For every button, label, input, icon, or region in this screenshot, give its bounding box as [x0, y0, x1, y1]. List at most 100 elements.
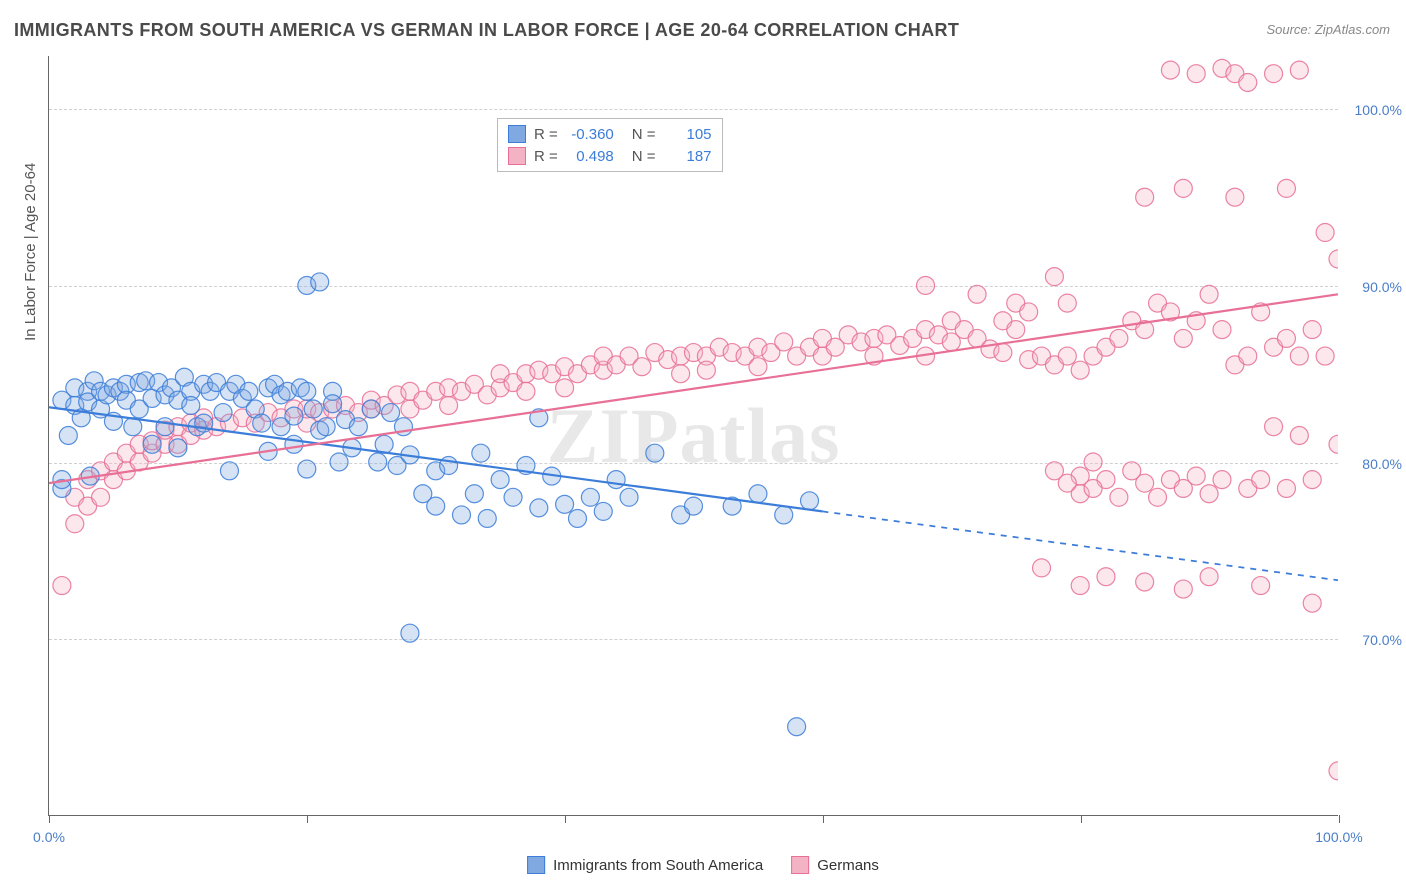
data-point — [1303, 321, 1321, 339]
data-point — [1110, 329, 1128, 347]
data-point — [1316, 224, 1334, 242]
legend-swatch — [791, 856, 809, 874]
data-point — [917, 276, 935, 294]
data-point — [285, 435, 303, 453]
data-point — [1110, 488, 1128, 506]
data-point — [240, 382, 258, 400]
data-point — [1200, 285, 1218, 303]
data-point — [788, 718, 806, 736]
x-tick — [307, 815, 308, 823]
data-point — [1084, 453, 1102, 471]
data-point — [697, 361, 715, 379]
x-tick — [1081, 815, 1082, 823]
data-point — [298, 382, 316, 400]
data-point — [478, 509, 496, 527]
legend-n-value: 105 — [664, 126, 712, 143]
data-point — [214, 404, 232, 422]
data-point — [1226, 188, 1244, 206]
data-point — [324, 395, 342, 413]
data-point — [1329, 435, 1338, 453]
data-point — [1277, 329, 1295, 347]
data-point — [143, 435, 161, 453]
plot-area: ZIPatlas 70.0%80.0%90.0%100.0% 0.0%100.0… — [48, 56, 1338, 816]
data-point — [182, 397, 200, 415]
data-point — [1174, 580, 1192, 598]
data-point — [1058, 294, 1076, 312]
data-point — [253, 414, 271, 432]
data-point — [633, 358, 651, 376]
data-point — [440, 397, 458, 415]
data-point — [1316, 347, 1334, 365]
y-tick-label: 70.0% — [1362, 632, 1402, 648]
data-point — [1007, 321, 1025, 339]
data-point — [685, 497, 703, 515]
data-point — [556, 495, 574, 513]
data-point — [775, 333, 793, 351]
data-point — [1329, 250, 1338, 268]
data-point — [530, 499, 548, 517]
data-point — [1252, 577, 1270, 595]
data-point — [156, 418, 174, 436]
data-point — [1213, 471, 1231, 489]
data-point — [317, 418, 335, 436]
data-point — [59, 427, 77, 445]
data-point — [66, 515, 84, 533]
data-point — [1329, 762, 1338, 780]
data-point — [1252, 471, 1270, 489]
data-point — [1058, 474, 1076, 492]
x-tick-label: 0.0% — [33, 829, 65, 845]
data-point — [1058, 347, 1076, 365]
data-point — [672, 365, 690, 383]
data-point — [1174, 179, 1192, 197]
data-point — [298, 460, 316, 478]
data-point — [169, 439, 187, 457]
x-tick — [823, 815, 824, 823]
data-point — [646, 444, 664, 462]
data-point — [1020, 303, 1038, 321]
data-point — [1213, 321, 1231, 339]
data-point — [1290, 427, 1308, 445]
data-point — [1239, 73, 1257, 91]
y-axis-label: In Labor Force | Age 20-64 — [22, 163, 39, 341]
legend-swatch — [508, 147, 526, 165]
data-point — [581, 488, 599, 506]
legend-item: Immigrants from South America — [527, 856, 763, 874]
data-point — [1290, 61, 1308, 79]
data-point — [1161, 61, 1179, 79]
data-point — [220, 462, 238, 480]
y-tick-label: 100.0% — [1355, 102, 1402, 118]
data-point — [968, 285, 986, 303]
data-point — [1071, 361, 1089, 379]
data-point — [1084, 479, 1102, 497]
data-point — [1071, 577, 1089, 595]
data-point — [994, 344, 1012, 362]
data-point — [427, 497, 445, 515]
data-point — [749, 485, 767, 503]
data-point — [1136, 188, 1154, 206]
trend-line — [49, 407, 822, 511]
data-point — [1303, 594, 1321, 612]
data-point — [304, 400, 322, 418]
trend-line-extrapolated — [822, 511, 1338, 580]
y-tick-label: 80.0% — [1362, 456, 1402, 472]
legend-row: R =0.498N =187 — [508, 145, 712, 167]
data-point — [465, 485, 483, 503]
data-point — [349, 418, 367, 436]
data-point — [1033, 559, 1051, 577]
legend-label: Germans — [817, 857, 879, 874]
legend-n-value: 187 — [664, 148, 712, 165]
data-point — [568, 509, 586, 527]
data-point — [1290, 347, 1308, 365]
data-point — [1187, 467, 1205, 485]
data-point — [92, 488, 110, 506]
data-point — [1200, 568, 1218, 586]
data-point — [1097, 568, 1115, 586]
data-point — [311, 273, 329, 291]
data-point — [382, 404, 400, 422]
data-point — [285, 407, 303, 425]
correlation-chart: IMMIGRANTS FROM SOUTH AMERICA VS GERMAN … — [0, 0, 1406, 892]
data-point — [749, 358, 767, 376]
data-point — [801, 492, 819, 510]
legend-r-label: R = — [534, 126, 558, 143]
correlation-legend: R =-0.360N =105R =0.498N =187 — [497, 118, 723, 172]
